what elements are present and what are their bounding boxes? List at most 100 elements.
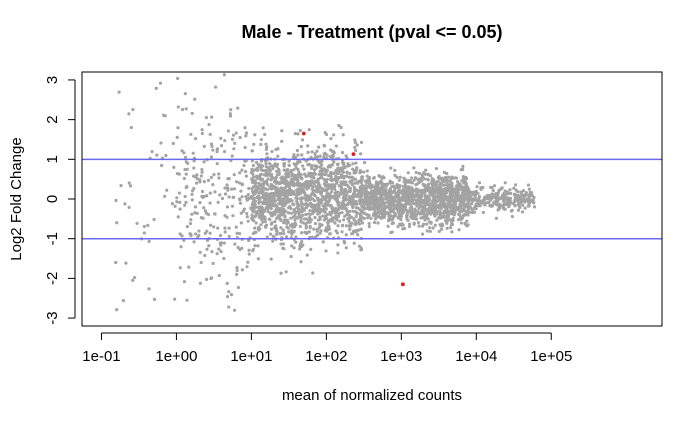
- data-point: [336, 190, 340, 194]
- data-point: [416, 177, 420, 181]
- data-point: [403, 195, 407, 199]
- data-point: [256, 209, 261, 213]
- data-point: [217, 176, 221, 180]
- data-point: [289, 211, 293, 215]
- data-point: [290, 177, 294, 181]
- data-point: [280, 193, 284, 197]
- data-point: [175, 196, 179, 200]
- data-point: [131, 278, 135, 282]
- data-point: [356, 228, 361, 232]
- data-point: [269, 257, 273, 261]
- data-point: [330, 163, 335, 167]
- data-point: [227, 177, 231, 181]
- data-point: [324, 184, 328, 188]
- data-point: [252, 196, 256, 200]
- y-tick-label: -3: [44, 311, 61, 324]
- data-point: [307, 230, 311, 234]
- data-point: [383, 214, 387, 218]
- data-point: [490, 186, 494, 190]
- data-point: [277, 172, 281, 177]
- data-point: [205, 238, 210, 243]
- data-point: [374, 195, 379, 200]
- data-point: [309, 175, 313, 179]
- data-point: [467, 189, 471, 194]
- data-point: [380, 188, 384, 192]
- data-point: [279, 231, 283, 236]
- data-point: [412, 195, 416, 199]
- data-point: [310, 150, 314, 154]
- data-point: [313, 193, 317, 197]
- data-point: [199, 216, 203, 220]
- data-point: [313, 172, 318, 176]
- data-point: [293, 132, 297, 136]
- data-point: [299, 218, 303, 222]
- data-point: [260, 186, 264, 191]
- data-point: [237, 181, 242, 185]
- data-point: [412, 166, 416, 170]
- data-point: [293, 217, 297, 222]
- data-point: [310, 192, 314, 196]
- data-point: [503, 207, 507, 211]
- data-point: [235, 231, 239, 235]
- data-point: [227, 234, 231, 239]
- data-point: [176, 126, 180, 130]
- data-point: [286, 196, 290, 201]
- data-point: [251, 172, 255, 176]
- data-point: [452, 198, 457, 202]
- data-point: [449, 209, 453, 214]
- data-point: [381, 192, 386, 196]
- data-point: [272, 186, 276, 190]
- data-point: [257, 176, 261, 180]
- data-point: [344, 224, 348, 228]
- data-point: [313, 152, 317, 156]
- data-point: [409, 180, 413, 184]
- data-point: [442, 209, 446, 213]
- data-point: [264, 173, 269, 178]
- data-point: [189, 218, 193, 222]
- data-point: [215, 252, 219, 256]
- data-point: [342, 239, 346, 244]
- data-point: [351, 162, 355, 166]
- data-point: [298, 224, 302, 229]
- data-point: [324, 216, 329, 221]
- data-point: [345, 202, 350, 206]
- data-point: [360, 186, 364, 191]
- data-point: [291, 173, 295, 177]
- data-point: [232, 195, 236, 199]
- y-tick-label: 0: [44, 195, 61, 203]
- data-point: [301, 221, 305, 225]
- data-point: [372, 220, 377, 225]
- data-point: [178, 200, 182, 204]
- data-point: [398, 175, 402, 179]
- data-point: [233, 308, 237, 312]
- data-point: [271, 234, 275, 238]
- data-point: [384, 184, 388, 188]
- data-point: [208, 231, 212, 235]
- data-point: [330, 206, 334, 210]
- data-point: [462, 186, 466, 190]
- reference-lines: [82, 158, 662, 240]
- data-point: [124, 261, 128, 265]
- data-point: [267, 193, 271, 197]
- data-point: [384, 205, 388, 209]
- data-point: [439, 196, 443, 200]
- data-point: [279, 218, 283, 222]
- data-point: [344, 187, 348, 192]
- data-point: [270, 198, 274, 203]
- data-point: [292, 168, 296, 172]
- data-point: [442, 170, 446, 174]
- data-point: [308, 224, 312, 228]
- data-point: [423, 218, 427, 222]
- data-point: [117, 90, 121, 94]
- data-point: [442, 183, 446, 187]
- data-point: [354, 214, 358, 218]
- data-point: [202, 144, 206, 148]
- data-point: [481, 210, 485, 215]
- data-point: [532, 195, 536, 199]
- data-point: [513, 183, 518, 187]
- data-point: [307, 212, 311, 216]
- data-point: [512, 186, 516, 190]
- data-point: [246, 260, 250, 264]
- data-point: [428, 229, 432, 233]
- data-point: [312, 210, 316, 214]
